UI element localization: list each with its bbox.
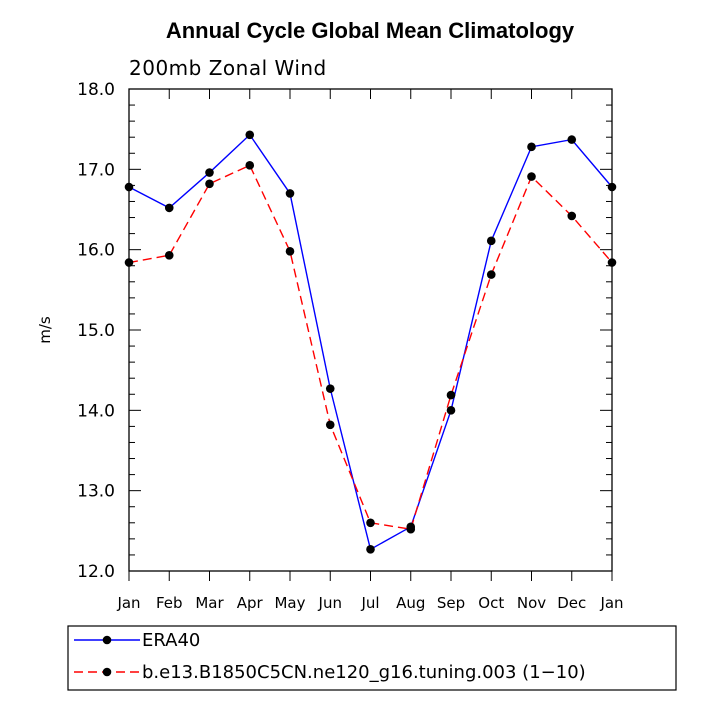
data-point-series-1 xyxy=(245,161,255,170)
data-point-series-1 xyxy=(406,524,416,534)
data-point-series-1 xyxy=(124,258,134,267)
data-point-series-0 xyxy=(607,182,617,192)
data-point-series-0 xyxy=(205,168,214,177)
y-axis-label: m/s xyxy=(36,316,54,344)
legend-box xyxy=(67,625,677,691)
x-tick-label: Apr xyxy=(237,594,264,612)
x-tick-label: Oct xyxy=(478,594,504,612)
x-tick-label: Jan xyxy=(599,594,623,612)
x-tick-label: Jan xyxy=(116,594,140,612)
x-tick-label: Dec xyxy=(557,594,586,612)
chart-subtitle: 200mb Zonal Wind xyxy=(129,56,327,80)
y-tick-label: 13.0 xyxy=(77,482,115,502)
data-point-series-0 xyxy=(285,189,295,198)
data-point-series-1 xyxy=(607,258,617,267)
y-tick-label: 17.0 xyxy=(77,160,115,180)
data-point-series-0 xyxy=(486,236,496,246)
data-point-series-1 xyxy=(567,211,577,221)
series-layer xyxy=(124,130,617,554)
data-point-series-0 xyxy=(446,406,456,415)
data-point-series-0 xyxy=(527,142,536,152)
y-tick-label: 16.0 xyxy=(77,241,115,261)
y-tick-label: 18.0 xyxy=(77,80,115,100)
legend-marker-0 xyxy=(102,635,112,645)
data-point-series-1 xyxy=(446,390,456,400)
series-line-1 xyxy=(128,164,613,531)
y-tick-label: 15.0 xyxy=(77,321,115,341)
legend-label-0: ERA40 xyxy=(142,630,200,651)
x-tick-label: Sep xyxy=(437,594,465,612)
chart-title: Annual Cycle Global Mean Climatology xyxy=(166,18,575,43)
x-tick-label: Jun xyxy=(318,594,342,612)
data-point-series-0 xyxy=(164,203,174,213)
x-tick-label: Nov xyxy=(517,594,546,612)
y-tick-label: 14.0 xyxy=(77,401,115,421)
x-tick-label: Mar xyxy=(195,594,224,612)
data-point-series-1 xyxy=(527,172,536,181)
x-tick-label: Feb xyxy=(156,594,183,612)
data-point-series-0 xyxy=(567,135,577,144)
data-point-series-1 xyxy=(486,270,496,279)
legend-label-1: b.e13.B1850C5CN.ne120_g16.tuning.003 (1−… xyxy=(142,662,586,683)
x-tick-label: May xyxy=(274,594,305,612)
plot-frame xyxy=(128,88,613,572)
data-point-series-0 xyxy=(245,130,255,140)
x-tick-label: Jul xyxy=(360,594,379,612)
series-line-0 xyxy=(128,133,613,551)
data-point-series-1 xyxy=(325,420,335,430)
axes-layer: 12.0 13.0 14.0 15.0 16.0 17.0 18.0 Jan Feb Mar Apr… xyxy=(77,80,623,612)
x-tick-label: Aug xyxy=(396,594,425,612)
legend-marker-1 xyxy=(102,667,112,677)
data-point-series-1 xyxy=(164,250,174,260)
data-point-series-0 xyxy=(124,182,134,192)
data-point-series-0 xyxy=(325,384,335,393)
legend: ERA40 b.e13.B1850C5CN.ne120_g16.tuning.00… xyxy=(67,625,677,691)
data-point-series-1 xyxy=(205,179,214,189)
data-point-series-0 xyxy=(366,545,375,554)
y-tick-label: 12.0 xyxy=(77,562,115,582)
data-point-series-1 xyxy=(366,518,375,528)
data-point-series-1 xyxy=(285,246,295,256)
